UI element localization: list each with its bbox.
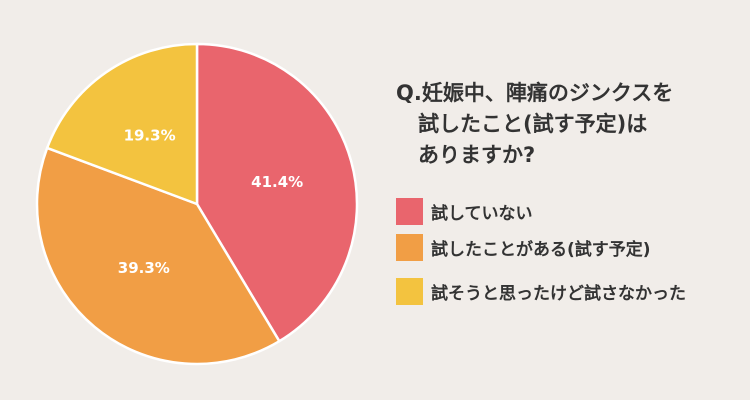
pie-label-considered: 19.3% [124,127,176,145]
pie-label-not-tried: 41.4% [251,173,303,191]
pie-slice-tried [35,146,281,366]
pie-chart: 41.4% 39.3% 19.3% [35,42,359,366]
legend-label-not-tried: 試していない [431,203,533,224]
legend-swatch-tried [396,233,423,261]
legend-item-considered: 試そうと思ったけど試さなかった [396,276,686,306]
legend-label-tried: 試したことがある(試す予定) [431,239,651,260]
question-title: Q.妊娠中、陣痛のジンクスを 試したこと(試す予定)は ありますか? [396,78,736,171]
question-line-1: Q.妊娠中、陣痛のジンクスを [396,81,674,105]
pie-slice-not-tried [195,42,359,343]
legend-swatch-considered [396,277,423,305]
legend-item-not-tried: 試していない [396,196,533,226]
question-line-3: ありますか? [418,143,536,167]
pie-label-tried: 39.3% [118,259,170,277]
legend-item-tried: 試したことがある(試す予定) [396,232,651,262]
legend-label-considered: 試そうと思ったけど試さなかった [431,283,686,304]
question-line-2: 試したこと(試す予定)は [418,112,648,136]
pie-slice-considered [45,42,199,206]
legend-swatch-not-tried [396,197,423,225]
